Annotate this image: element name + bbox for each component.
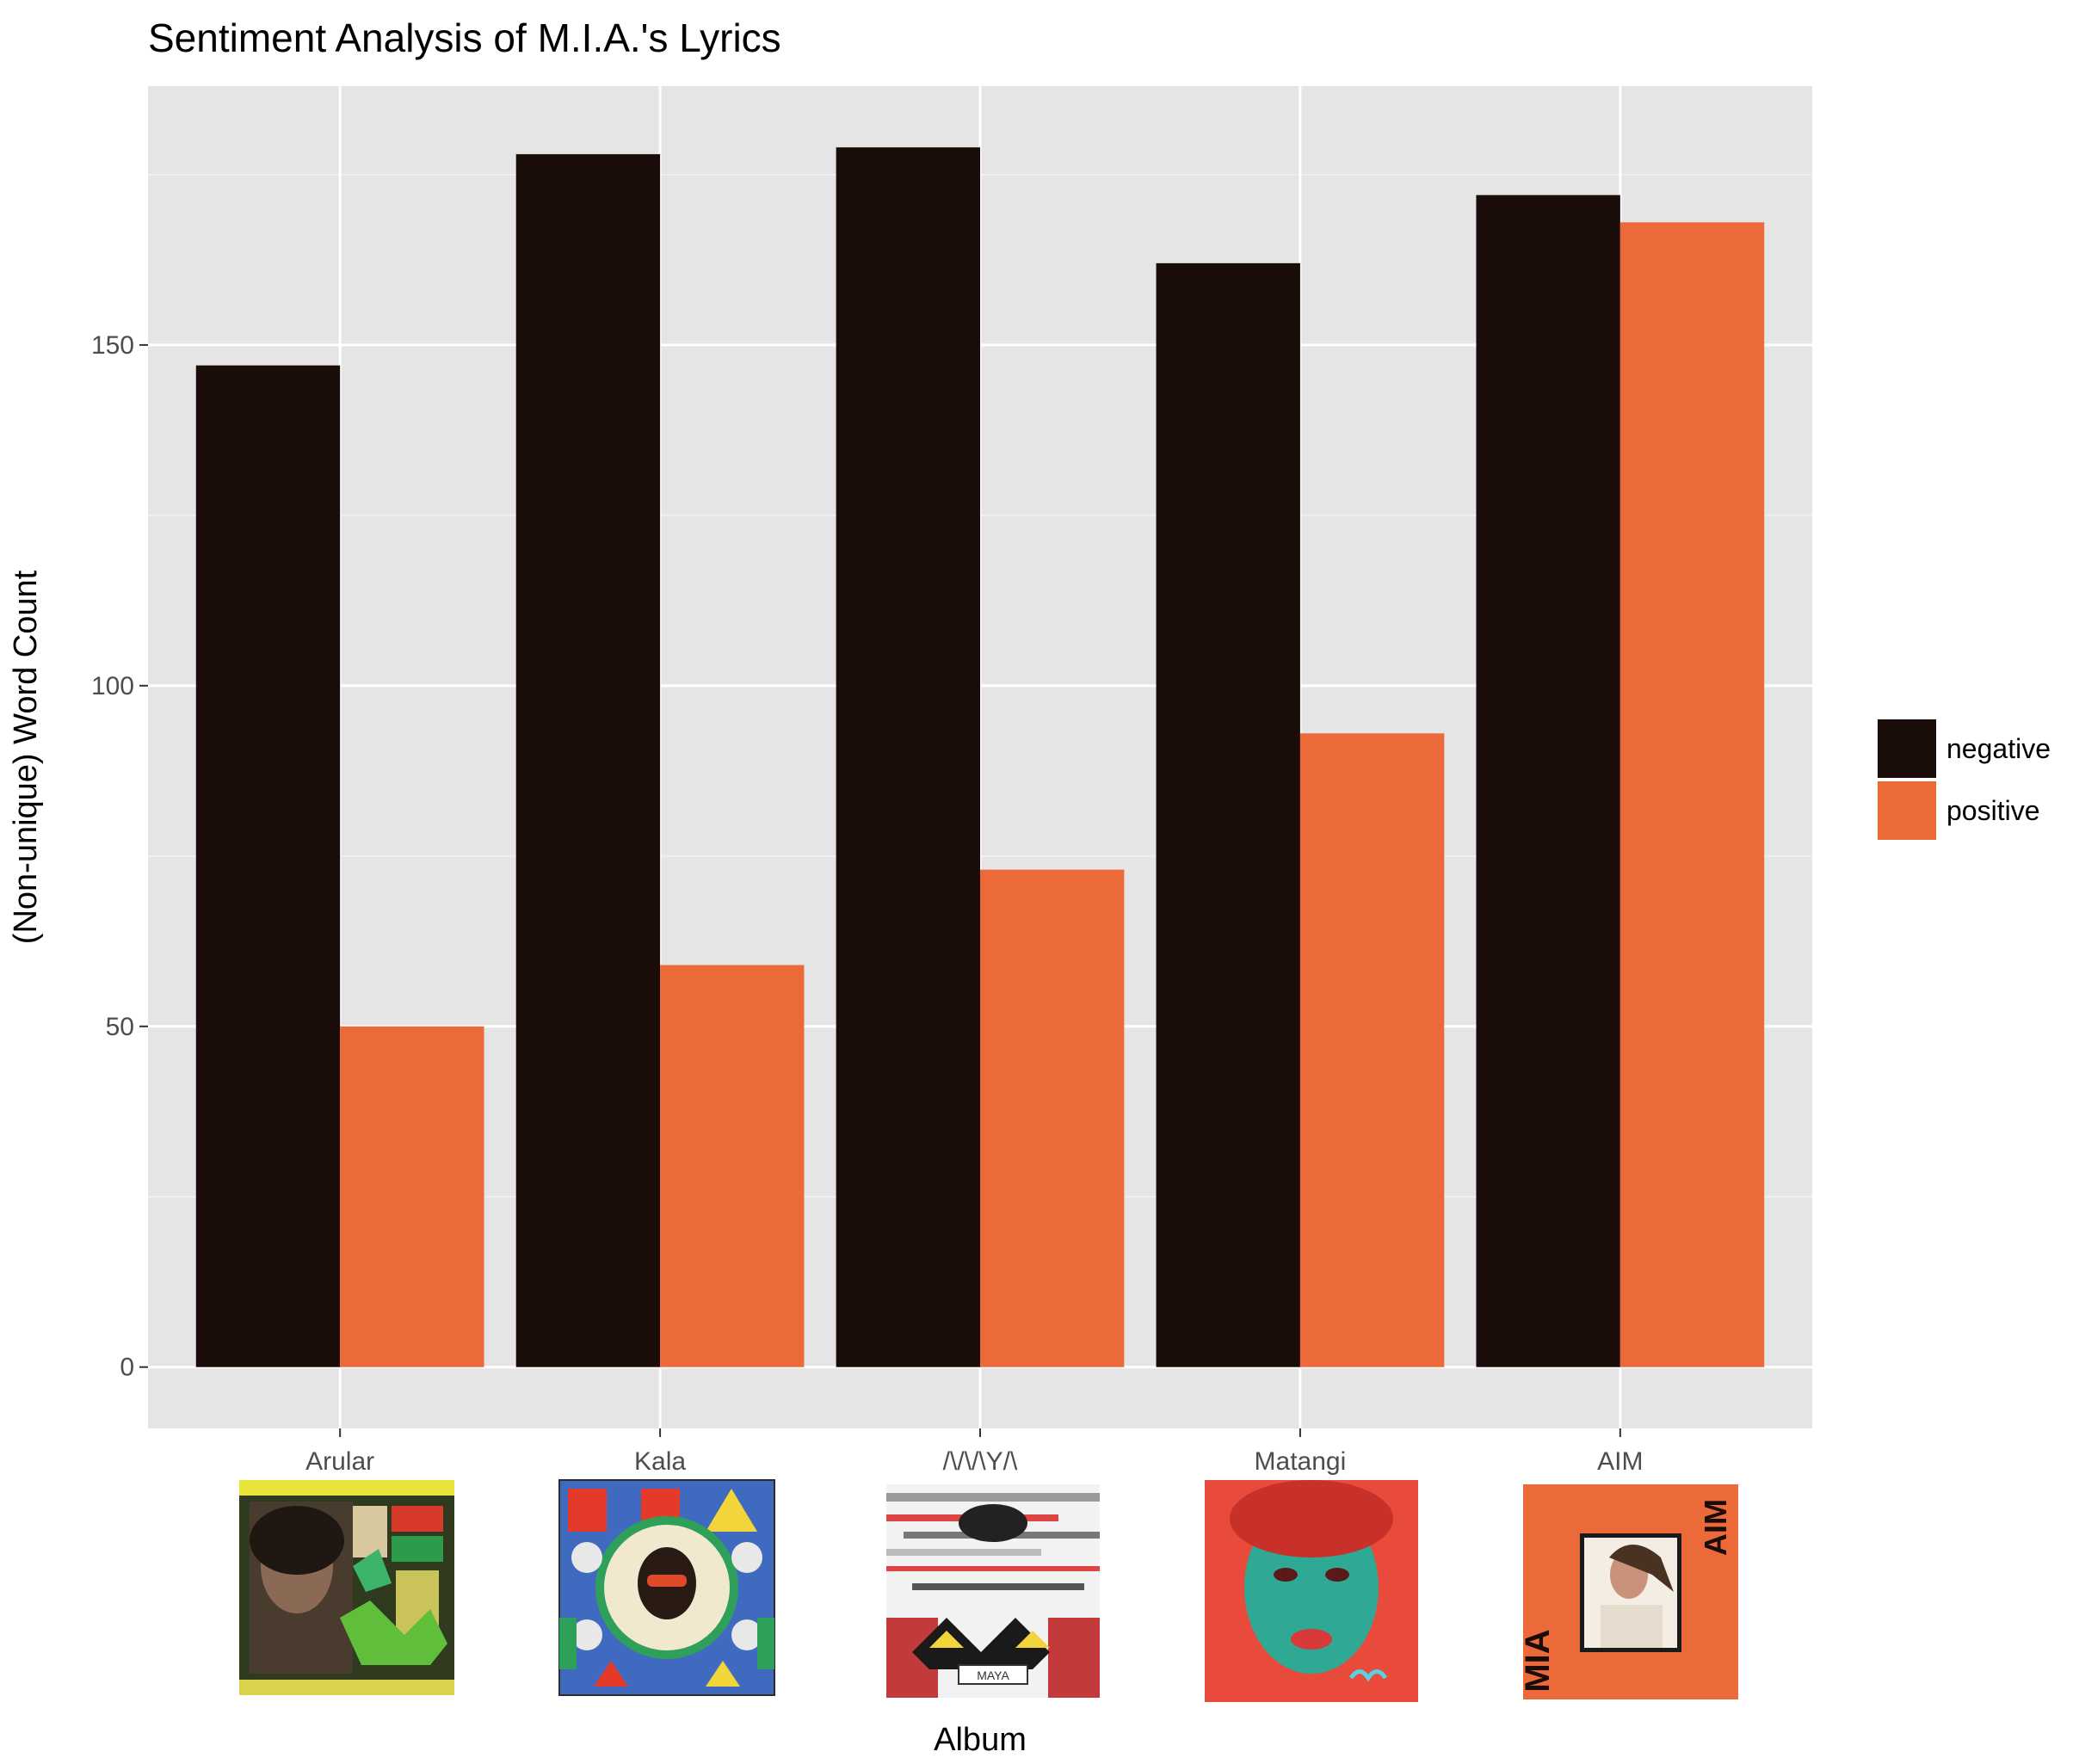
arular-cover xyxy=(239,1480,454,1695)
x-tick-label: /\/\/\Y/\ xyxy=(943,1447,1018,1476)
aim-cover: AIM MIA xyxy=(1519,1484,1738,1699)
chart-title: Sentiment Analysis of M.I.A.'s Lyrics xyxy=(148,15,781,60)
bar-positive xyxy=(340,1026,484,1367)
legend-swatch-negative xyxy=(1878,719,1936,778)
x-axis-title: Album xyxy=(934,1722,1027,1758)
legend-label-negative: negative xyxy=(1946,733,2051,764)
x-tick-label: Arular xyxy=(305,1447,374,1476)
maya-tag: MAYA xyxy=(977,1668,1009,1682)
x-axis: Arular Kala /\/\/\Y/\ Matangi AIM xyxy=(305,1428,1644,1476)
bar-negative xyxy=(195,365,341,1367)
bar-positive xyxy=(660,965,805,1367)
y-tick-label: 50 xyxy=(106,1013,134,1041)
matangi-cover xyxy=(1205,1480,1418,1702)
x-tick-label: Matangi xyxy=(1255,1447,1347,1476)
kala-cover xyxy=(558,1479,775,1696)
x-tick-label: AIM xyxy=(1597,1447,1643,1476)
aim-cover-title: AIM xyxy=(1698,1499,1733,1556)
aim-cover-artist: MIA xyxy=(1519,1629,1557,1692)
legend-swatch-positive xyxy=(1878,781,1936,840)
bars-layer xyxy=(195,147,1765,1367)
x-tick-label: Kala xyxy=(634,1447,686,1476)
bar-positive xyxy=(1619,222,1765,1367)
legend: negative positive xyxy=(1878,719,2051,840)
album-covers: MAYA AIM MIA xyxy=(239,1479,1738,1702)
y-tick-label: 0 xyxy=(120,1354,134,1382)
bar-negative xyxy=(515,154,661,1367)
bar-positive xyxy=(980,869,1125,1367)
bar-negative xyxy=(1156,262,1300,1367)
y-axis-title: (Non-unique) Word Count xyxy=(8,570,44,944)
y-tick-label: 150 xyxy=(91,331,134,360)
bar-negative xyxy=(836,147,980,1367)
bar-negative xyxy=(1476,194,1620,1367)
y-axis: 0 50 100 150 xyxy=(91,331,148,1382)
legend-label-positive: positive xyxy=(1946,795,2040,826)
maya-cover: MAYA xyxy=(886,1484,1100,1698)
bar-positive xyxy=(1299,733,1445,1367)
y-tick-label: 100 xyxy=(91,672,134,700)
